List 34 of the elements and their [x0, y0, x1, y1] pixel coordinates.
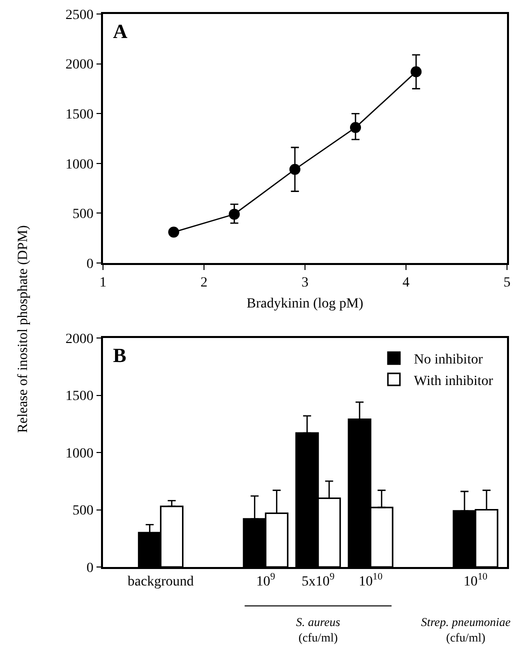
y-tick-label: 2500	[65, 8, 94, 23]
y-tick-label: 1000	[65, 446, 94, 462]
x-tick-label: 5	[504, 276, 510, 291]
x-tick-label: 5x10$^{9}$	[302, 572, 335, 590]
y-tick-label: 500	[72, 504, 94, 519]
annotation: B	[113, 345, 126, 367]
x-axis-title: Bradykinin (log pM)	[246, 296, 364, 312]
x-tick-label: background	[128, 574, 194, 590]
y-tick-label: 1500	[65, 389, 94, 404]
y-axis-title: Release of inositol phosphate (DPM)	[16, 224, 32, 432]
text: Strep. pneumoniae (cfu/ml)	[421, 615, 512, 645]
y-tick-label: 0	[86, 560, 94, 576]
x-tick-label: 10$^{10}$	[358, 572, 383, 590]
point	[168, 226, 180, 238]
legend-label: With inhibitor	[414, 374, 494, 389]
y-tick-label: 0	[86, 256, 94, 272]
point	[350, 122, 361, 134]
x-tick-label: 10$^{9}$	[256, 572, 276, 590]
y-tick-label: 2000	[65, 58, 94, 73]
text: S. aureus (cfu/ml)	[296, 615, 341, 645]
point	[228, 208, 240, 220]
y-tick-label: 500	[72, 207, 94, 222]
x-tick-label: 1	[100, 276, 106, 291]
y-tick-label: 1000	[65, 157, 94, 172]
y-tick-label: 2000	[65, 332, 94, 347]
legend-label: No inhibitor	[414, 352, 484, 368]
x-tick-label: 2	[200, 276, 208, 291]
point	[289, 164, 300, 175]
x-tick-label: 3	[302, 276, 308, 291]
x-tick-label: 4	[402, 276, 410, 291]
annotation: A	[113, 21, 128, 43]
point	[410, 66, 422, 78]
x-tick-label: 10$^{10}$	[464, 572, 488, 590]
y-tick-label: 1500	[65, 108, 94, 122]
